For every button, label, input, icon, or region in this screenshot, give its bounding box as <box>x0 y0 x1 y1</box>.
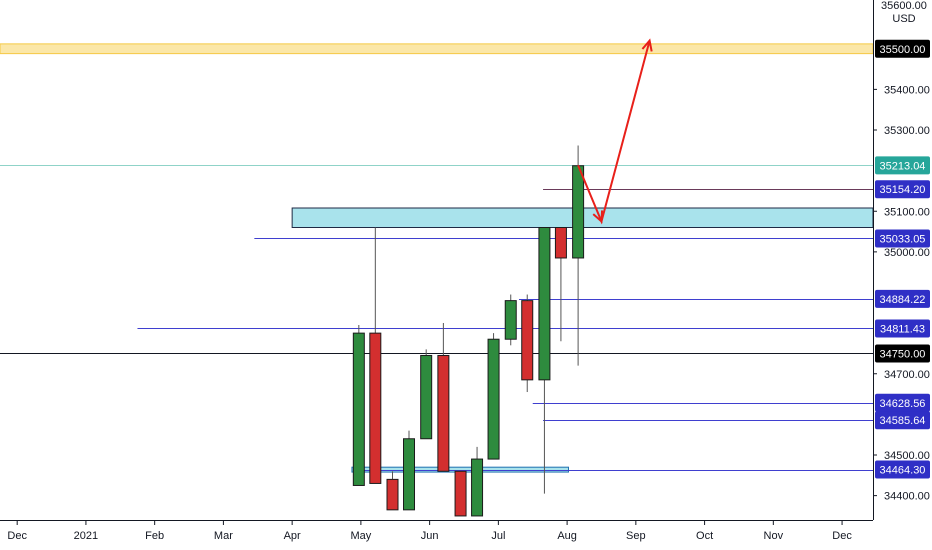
price-badges-layer: 35500.00 35213.04 35154.20 35033.05 34884.22… <box>875 39 930 479</box>
price-badge <box>875 39 930 58</box>
candle-body <box>554 227 567 259</box>
candle-body <box>504 300 517 340</box>
currency-label: USD <box>892 13 915 25</box>
price-badge <box>875 393 930 412</box>
y-tick-label: 34400.00 <box>884 491 930 503</box>
x-tick-label: Apr <box>284 530 301 542</box>
candle-body <box>538 227 551 381</box>
price-badge <box>875 289 930 308</box>
candle-body <box>420 354 433 440</box>
price-badge-label: 34628.56 <box>880 398 926 410</box>
candle-body <box>487 338 500 460</box>
price-badge-label: 34464.30 <box>880 465 926 477</box>
x-tick-label: Jun <box>421 530 439 542</box>
y-tick-label: 34500.00 <box>884 450 930 462</box>
x-tick-label: Aug <box>557 530 577 542</box>
price-badge-label: 34884.22 <box>880 294 926 306</box>
y-tick-label: 35000.00 <box>884 247 930 259</box>
y-tick-label: 34700.00 <box>884 369 930 381</box>
y-tick-label: 35100.00 <box>884 206 930 218</box>
y-tick-label: 35600.00 <box>881 0 927 12</box>
y-tick-label: 35400.00 <box>884 84 930 96</box>
candle-body <box>403 438 416 511</box>
arrow-head-end <box>641 38 653 52</box>
candle-body <box>369 332 382 484</box>
price-badge <box>875 156 930 175</box>
zone-rect <box>0 43 874 55</box>
price-badge <box>875 411 930 430</box>
price-badge-label: 35213.04 <box>880 160 926 172</box>
candles-layer <box>352 145 585 517</box>
price-badge-label: 35500.00 <box>880 44 926 56</box>
price-badge <box>875 229 930 248</box>
price-badge-label: 35033.05 <box>880 233 926 245</box>
x-tick-label: Oct <box>696 530 713 542</box>
projection-arrow <box>577 40 651 225</box>
zones-layer <box>0 43 874 473</box>
price-badge-label: 34585.64 <box>880 415 926 427</box>
x-tick-label: Sep <box>626 530 646 542</box>
price-badge-label: 35154.20 <box>880 184 926 196</box>
arrow-layer <box>577 38 653 225</box>
x-tick-label: Mar <box>214 530 233 542</box>
candle-body <box>454 470 467 517</box>
x-tick-label: 2021 <box>74 530 98 542</box>
x-tick-label: Dec <box>832 530 852 542</box>
candle-body <box>572 165 585 259</box>
candle-body <box>521 300 534 381</box>
x-tick-label: Dec <box>7 530 27 542</box>
candle-body <box>352 332 365 486</box>
x-tick-label: May <box>350 530 371 542</box>
candle-body <box>437 354 450 472</box>
y-tick-label: 35300.00 <box>884 125 930 137</box>
price-badge <box>875 460 930 479</box>
arrow-head-mid <box>592 210 604 224</box>
candle-body <box>471 458 484 517</box>
price-badge <box>875 180 930 199</box>
price-badge <box>875 319 930 338</box>
price-badge-label: 34811.43 <box>880 323 925 335</box>
candle-body <box>386 478 399 511</box>
x-tick-label: Nov <box>764 530 784 542</box>
x-tick-label: Jul <box>491 530 505 542</box>
price-badge-label: 34750.00 <box>880 348 926 360</box>
price-badge <box>875 344 930 363</box>
x-tick-label: Feb <box>145 530 164 542</box>
